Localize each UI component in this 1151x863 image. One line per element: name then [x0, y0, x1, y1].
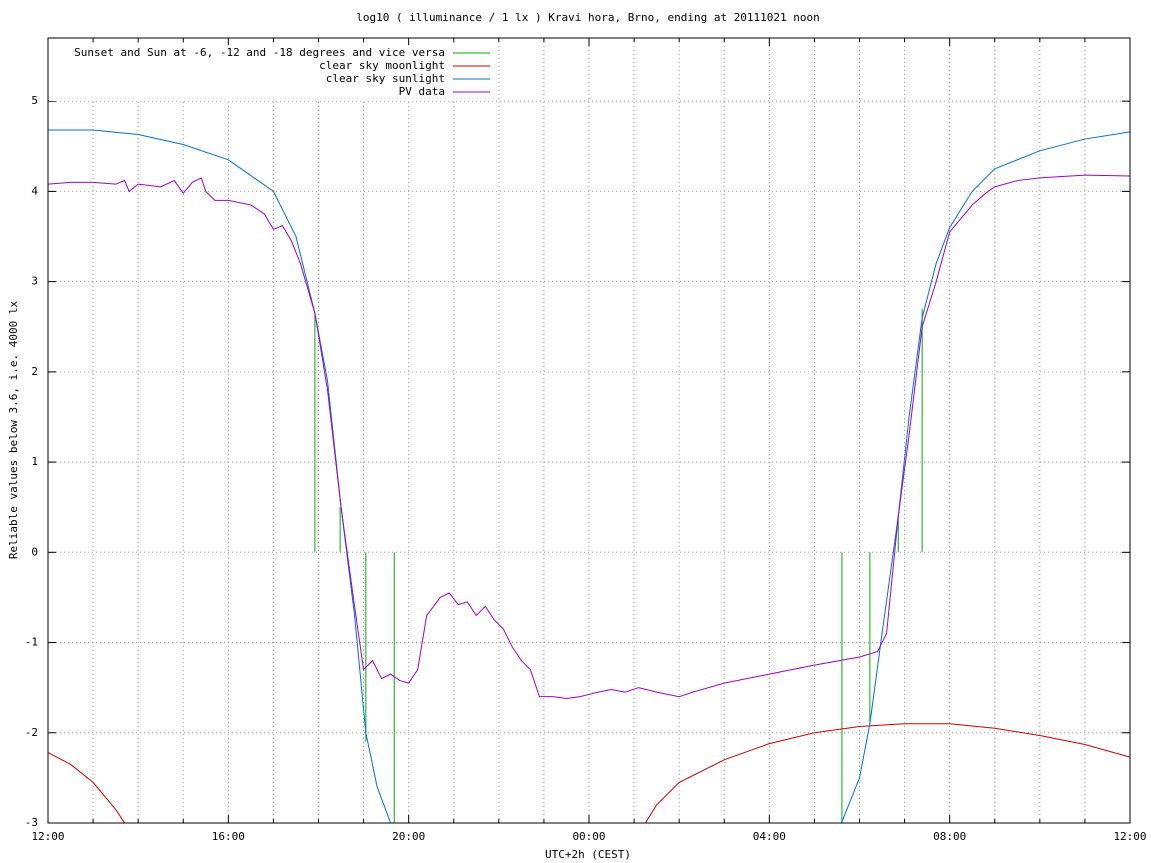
series-line	[48, 174, 1130, 699]
x-tick-label: 04:00	[753, 830, 786, 843]
series-line	[48, 723, 1130, 823]
series-line	[48, 129, 1130, 823]
legend-label: PV data	[399, 85, 445, 98]
x-tick-label: 20:00	[392, 830, 425, 843]
x-tick-label: 08:00	[933, 830, 966, 843]
y-tick-label: -3	[25, 816, 38, 829]
y-tick-label: -1	[25, 636, 38, 649]
y-tick-label: 5	[31, 94, 38, 107]
y-tick-label: -2	[25, 726, 38, 739]
y-tick-label: 0	[31, 545, 38, 558]
legend-label: Sunset and Sun at -6, -12 and -18 degree…	[74, 46, 445, 59]
y-tick-label: 2	[31, 365, 38, 378]
x-tick-label: 16:00	[212, 830, 245, 843]
y-tick-label: 4	[31, 184, 38, 197]
x-axis-label: UTC+2h (CEST)	[545, 848, 631, 861]
legend-label: clear sky moonlight	[319, 59, 445, 72]
y-tick-label: 3	[31, 275, 38, 288]
y-tick-label: 1	[31, 455, 38, 468]
chart-title: log10 ( illuminance / 1 lx ) Kravi hora,…	[356, 11, 820, 24]
x-tick-label: 00:00	[572, 830, 605, 843]
plot-border	[47, 37, 1131, 824]
y-axis-label: Reliable values below 3.6, i.e. 4000 lx	[7, 300, 20, 559]
x-tick-label: 12:00	[1113, 830, 1146, 843]
plot-area	[48, 129, 1130, 823]
x-tick-label: 12:00	[31, 830, 64, 843]
legend-background	[49, 45, 494, 101]
legend-label: clear sky sunlight	[326, 72, 445, 85]
